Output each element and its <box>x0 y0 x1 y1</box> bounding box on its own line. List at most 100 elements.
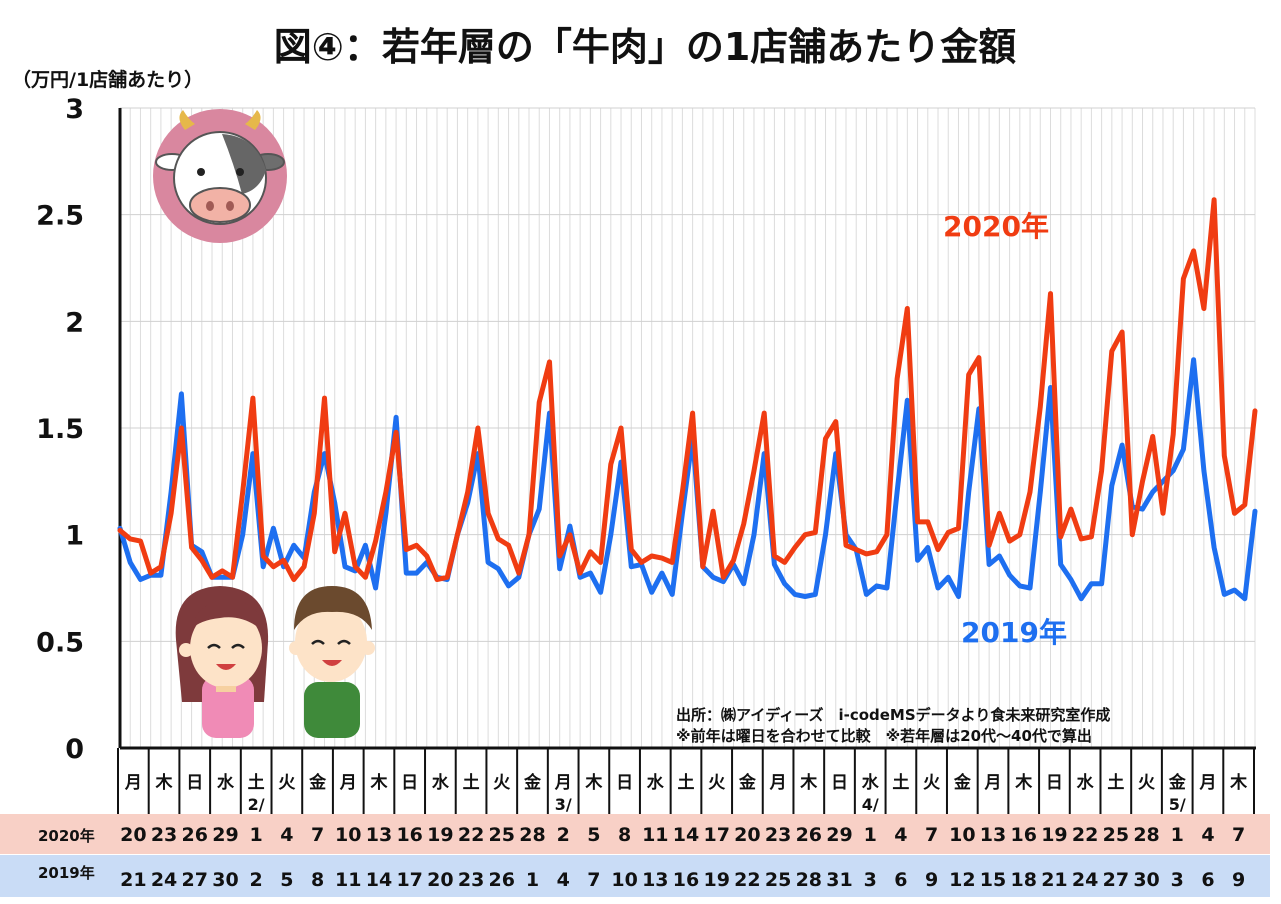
footnote: ※前年は曜日を合わせて比較 ※若年層は20代～40代で算出 <box>676 727 1092 745</box>
weekday-label: 日 <box>616 773 633 793</box>
weekday-label: 土 <box>1107 772 1124 793</box>
y-axis-ticks: 0 0.5 1 1.5 2 2.5 3 <box>36 94 84 765</box>
date-2020: 13 <box>980 824 1006 846</box>
date-2020: 23 <box>151 824 177 846</box>
date-2020: 13 <box>366 824 392 846</box>
date-2019: 6 <box>1201 869 1214 891</box>
date-2019: 4 <box>557 869 570 891</box>
weekday-label: 日 <box>1046 773 1063 793</box>
weekday-label: 火 <box>278 773 296 793</box>
row-label-2020: 2020年 <box>38 827 95 845</box>
row-band-2019 <box>0 855 1270 897</box>
date-2020: 1 <box>250 824 263 846</box>
date-2019: 21 <box>1041 869 1067 891</box>
series-lines <box>117 197 1258 602</box>
date-2020: 7 <box>925 824 938 846</box>
date-2019: 30 <box>1133 869 1159 891</box>
date-2020: 16 <box>396 824 422 846</box>
y-tick-label: 0 <box>65 734 84 765</box>
weekday-label: 日 <box>401 773 418 793</box>
date-2020: 4 <box>894 824 907 846</box>
date-2020: 10 <box>949 824 975 846</box>
grid-lines <box>119 107 1256 749</box>
y-axis-unit-label: （万円/1店舗あたり） <box>12 68 203 91</box>
date-2019: 24 <box>1072 869 1098 891</box>
date-2019: 9 <box>925 869 938 891</box>
date-2019: 30 <box>212 869 238 891</box>
date-2019: 18 <box>1011 869 1037 891</box>
weekday-label: 月 <box>1198 773 1216 793</box>
date-2020: 1 <box>1171 824 1184 846</box>
date-2019: 23 <box>458 869 484 891</box>
date-2019: 8 <box>311 869 324 891</box>
series-line-2020年 <box>117 197 1258 582</box>
people-illustration <box>175 586 375 738</box>
date-2019: 14 <box>366 869 392 891</box>
date-2019: 12 <box>949 869 975 891</box>
y-tick-label: 3 <box>65 94 84 125</box>
y-tick-label: 2.5 <box>36 201 84 232</box>
date-2019: 26 <box>489 869 515 891</box>
weekday-label: 水 <box>1077 772 1095 793</box>
date-2020: 19 <box>1041 824 1067 846</box>
date-2019: 19 <box>703 869 729 891</box>
date-2019: 27 <box>182 869 208 891</box>
date-2020: 2 <box>557 824 570 846</box>
weekday-label: 木 <box>369 772 388 793</box>
date-2019: 15 <box>980 869 1006 891</box>
weekday-label: 火 <box>493 773 511 793</box>
date-2019: 21 <box>120 869 146 891</box>
date-2020: 1 <box>864 824 877 846</box>
date-2020: 29 <box>212 824 238 846</box>
date-2020: 16 <box>1011 824 1037 846</box>
weekday-label: 月 <box>339 773 357 793</box>
weekday-label: 土 <box>678 772 695 793</box>
y-tick-label: 1 <box>65 521 84 552</box>
legend-2019: 2019年 <box>961 616 1067 649</box>
date-2019: 10 <box>611 869 637 891</box>
row-band-2020 <box>0 814 1270 854</box>
weekday-label: 水 <box>647 772 665 793</box>
weekday-label: 木 <box>584 772 603 793</box>
weekday-label: 水 <box>432 772 450 793</box>
y-tick-label: 2 <box>65 307 84 338</box>
month-label: 4/ <box>862 795 879 814</box>
date-2020: 22 <box>458 824 484 846</box>
weekday-label: 金 <box>1168 772 1187 793</box>
date-2019: 17 <box>396 869 422 891</box>
date-2020: 5 <box>587 824 600 846</box>
axes <box>118 108 1256 750</box>
source-note: 出所：㈱アイディーズ i-codeMSデータより食未来研究室作成 <box>676 706 1110 724</box>
date-2020: 4 <box>280 824 293 846</box>
date-2019: 22 <box>734 869 760 891</box>
date-2020: 22 <box>1072 824 1098 846</box>
date-2019: 7 <box>587 869 600 891</box>
weekday-label: 水 <box>862 772 880 793</box>
date-2020: 25 <box>1103 824 1129 846</box>
weekday-label: 金 <box>308 772 327 793</box>
weekday-label: 土 <box>892 772 909 793</box>
date-2019: 1 <box>526 869 539 891</box>
weekday-label: 日 <box>186 773 203 793</box>
date-2020: 28 <box>1133 824 1159 846</box>
date-2019: 6 <box>894 869 907 891</box>
weekday-label: 月 <box>554 773 572 793</box>
weekday-label: 木 <box>155 772 174 793</box>
weekday-label: 日 <box>831 773 848 793</box>
weekday-label: 水 <box>217 772 235 793</box>
date-2019: 20 <box>427 869 453 891</box>
date-2020: 26 <box>796 824 822 846</box>
weekday-label: 火 <box>708 773 726 793</box>
month-label: 3/ <box>555 795 572 814</box>
weekday-label: 金 <box>953 772 972 793</box>
date-2019: 13 <box>642 869 668 891</box>
weekday-label: 金 <box>523 772 542 793</box>
series-line-2019年 <box>117 357 1258 602</box>
date-2019: 3 <box>1171 869 1184 891</box>
date-2020: 26 <box>182 824 208 846</box>
weekday-label: 木 <box>1229 772 1248 793</box>
weekday-label: 金 <box>738 772 757 793</box>
y-tick-label: 0.5 <box>36 627 84 658</box>
date-2019: 31 <box>826 869 852 891</box>
chart-title: 図④：若年層の「牛肉」の1店舗あたり金額 <box>274 25 1017 69</box>
